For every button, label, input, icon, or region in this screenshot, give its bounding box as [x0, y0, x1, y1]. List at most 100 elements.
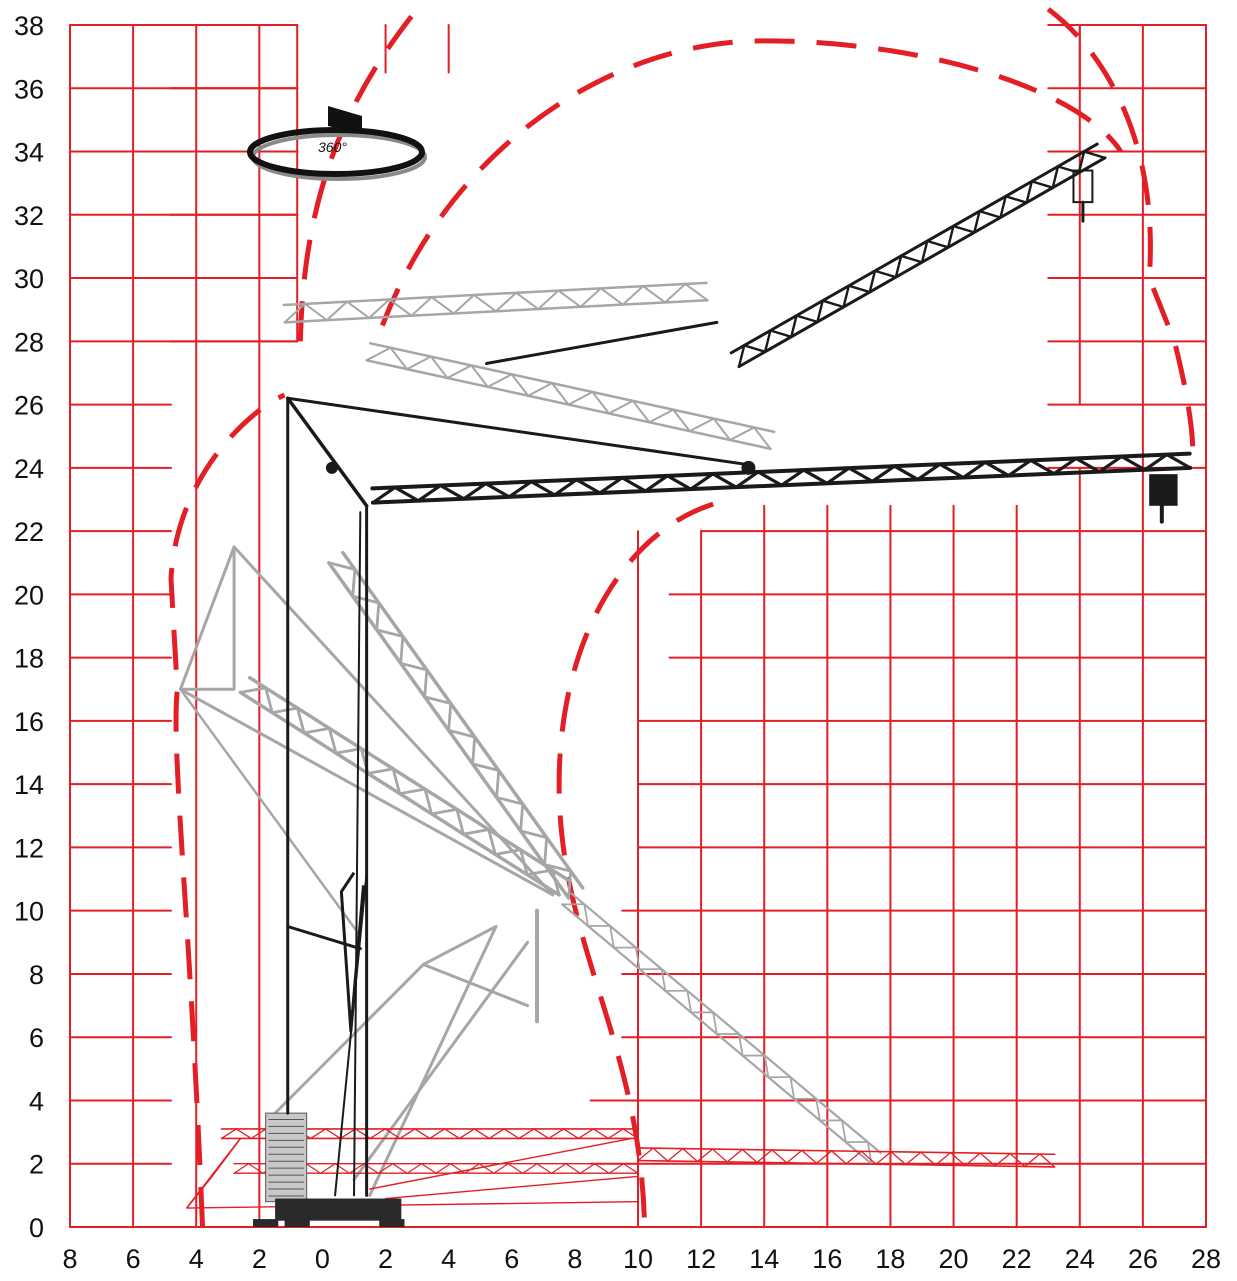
rotation-arrowhead-icon: [328, 106, 362, 134]
boom-lacing: [438, 483, 466, 501]
x-tick-label: 8: [567, 1244, 582, 1274]
outrigger-pad: [253, 1219, 279, 1227]
boom-lacing: [873, 269, 898, 279]
boom-lacing: [686, 989, 692, 1014]
boom-lacing: [726, 1148, 743, 1163]
boom-lacing: [1029, 458, 1056, 476]
boom-lacing: [389, 346, 409, 371]
envelope-top-left: [297, 7, 420, 342]
boom-lacing: [507, 1163, 524, 1174]
stage-strut: [421, 962, 530, 1008]
x-tick-label: 8: [62, 1244, 77, 1274]
boom-lacing: [779, 468, 806, 487]
boom-lacing: [551, 382, 570, 406]
boom-lacing: [375, 601, 381, 632]
boom-lacing: [1097, 454, 1124, 474]
stage-tie: [232, 545, 555, 897]
x-tick-label: 6: [504, 1244, 519, 1274]
boom-lacing: [296, 706, 306, 735]
boom-lacing: [533, 1128, 550, 1140]
boom-lacing: [305, 1163, 322, 1174]
boom-lacing: [464, 1163, 480, 1174]
boom-lacing: [536, 1163, 553, 1174]
boom-lacing: [607, 399, 634, 415]
boom-lacing: [406, 355, 432, 371]
boom-lacing: [429, 1128, 446, 1140]
boom-lacing: [471, 735, 477, 766]
transport-jib: [637, 1147, 1056, 1168]
working-envelope: [168, 7, 1196, 1228]
boom-lacing: [303, 302, 328, 322]
boom-lacing: [926, 239, 950, 249]
transport-chassis: [186, 1200, 639, 1209]
boom-lacing: [1082, 150, 1107, 160]
boom-lacing: [1056, 165, 1081, 174]
boom-lacing: [738, 1033, 744, 1057]
stage-boom-folded-1: [238, 675, 571, 897]
tower-rope: [334, 871, 368, 1197]
boom-lacing: [734, 470, 760, 489]
boom-chord: [341, 550, 585, 890]
boom-lacing: [484, 481, 511, 499]
boom-lacing: [741, 1148, 758, 1164]
boom-lacing: [264, 686, 274, 715]
y-tick-label: 4: [29, 1086, 44, 1116]
boom-lacing: [393, 485, 420, 503]
sheave-icon: [325, 461, 338, 474]
boom-lacing: [631, 399, 651, 424]
boom-lacing: [507, 480, 533, 499]
boom-lacing: [579, 287, 602, 308]
boom-lacing: [841, 1119, 847, 1144]
boom-lacing: [875, 1151, 892, 1165]
boom-lacing: [607, 1128, 624, 1140]
x-tick-label: 4: [441, 1244, 456, 1274]
boom-lacing: [552, 478, 579, 497]
boom-lacing: [495, 769, 501, 799]
grid: [69, 24, 1207, 1228]
boom-lacing: [324, 1128, 342, 1140]
boom-lacing: [712, 417, 732, 442]
transport-frame: [186, 1137, 242, 1209]
boom-lacing: [591, 391, 610, 415]
boom-lacing: [847, 284, 871, 294]
y-tick-label: 28: [14, 327, 44, 357]
boom-lacing: [648, 408, 675, 424]
boom-lacing: [562, 1128, 580, 1140]
boom-lacing: [802, 468, 829, 485]
envelope-top-right: [1046, 7, 1196, 468]
boom-lacing: [870, 464, 897, 483]
boom-lacing: [452, 293, 475, 315]
tie-rod-main: [286, 396, 750, 467]
boom-lacing: [548, 1128, 565, 1140]
transport-tie: [384, 1175, 639, 1200]
stage-jib-low: [561, 892, 882, 1165]
boom-lacing: [1025, 180, 1034, 204]
jib-joint-icon: [741, 460, 756, 475]
y-tick-label: 26: [14, 391, 44, 421]
boom-lacing: [845, 1150, 862, 1165]
boom-lacing: [763, 329, 772, 353]
boom-lacing: [920, 239, 929, 264]
boom-lacing: [816, 299, 824, 324]
boom-lacing: [327, 726, 338, 755]
boom-lacing: [478, 1163, 495, 1174]
x-tick-label: 16: [812, 1244, 842, 1274]
boom-lacing: [634, 946, 641, 971]
boom-lacing: [894, 254, 903, 279]
y-tick-label: 16: [14, 707, 44, 737]
boom-lacing: [543, 836, 549, 866]
ballast-block: [265, 1112, 308, 1203]
boom-lacing: [868, 269, 877, 294]
boom-lacing: [369, 1128, 386, 1140]
boom-lacing: [973, 210, 981, 234]
boom-lacing: [392, 1163, 408, 1174]
boom-lacing: [399, 1128, 416, 1140]
boom-lacing: [622, 1128, 639, 1140]
boom-lacing: [493, 1163, 509, 1174]
x-tick-label: 14: [749, 1244, 779, 1274]
boom-lacing: [592, 1128, 609, 1140]
tower-mechanism: [339, 871, 365, 1033]
tower-brace: [286, 925, 362, 951]
boom-lacing: [847, 466, 874, 483]
boom-lacing: [1007, 458, 1033, 478]
